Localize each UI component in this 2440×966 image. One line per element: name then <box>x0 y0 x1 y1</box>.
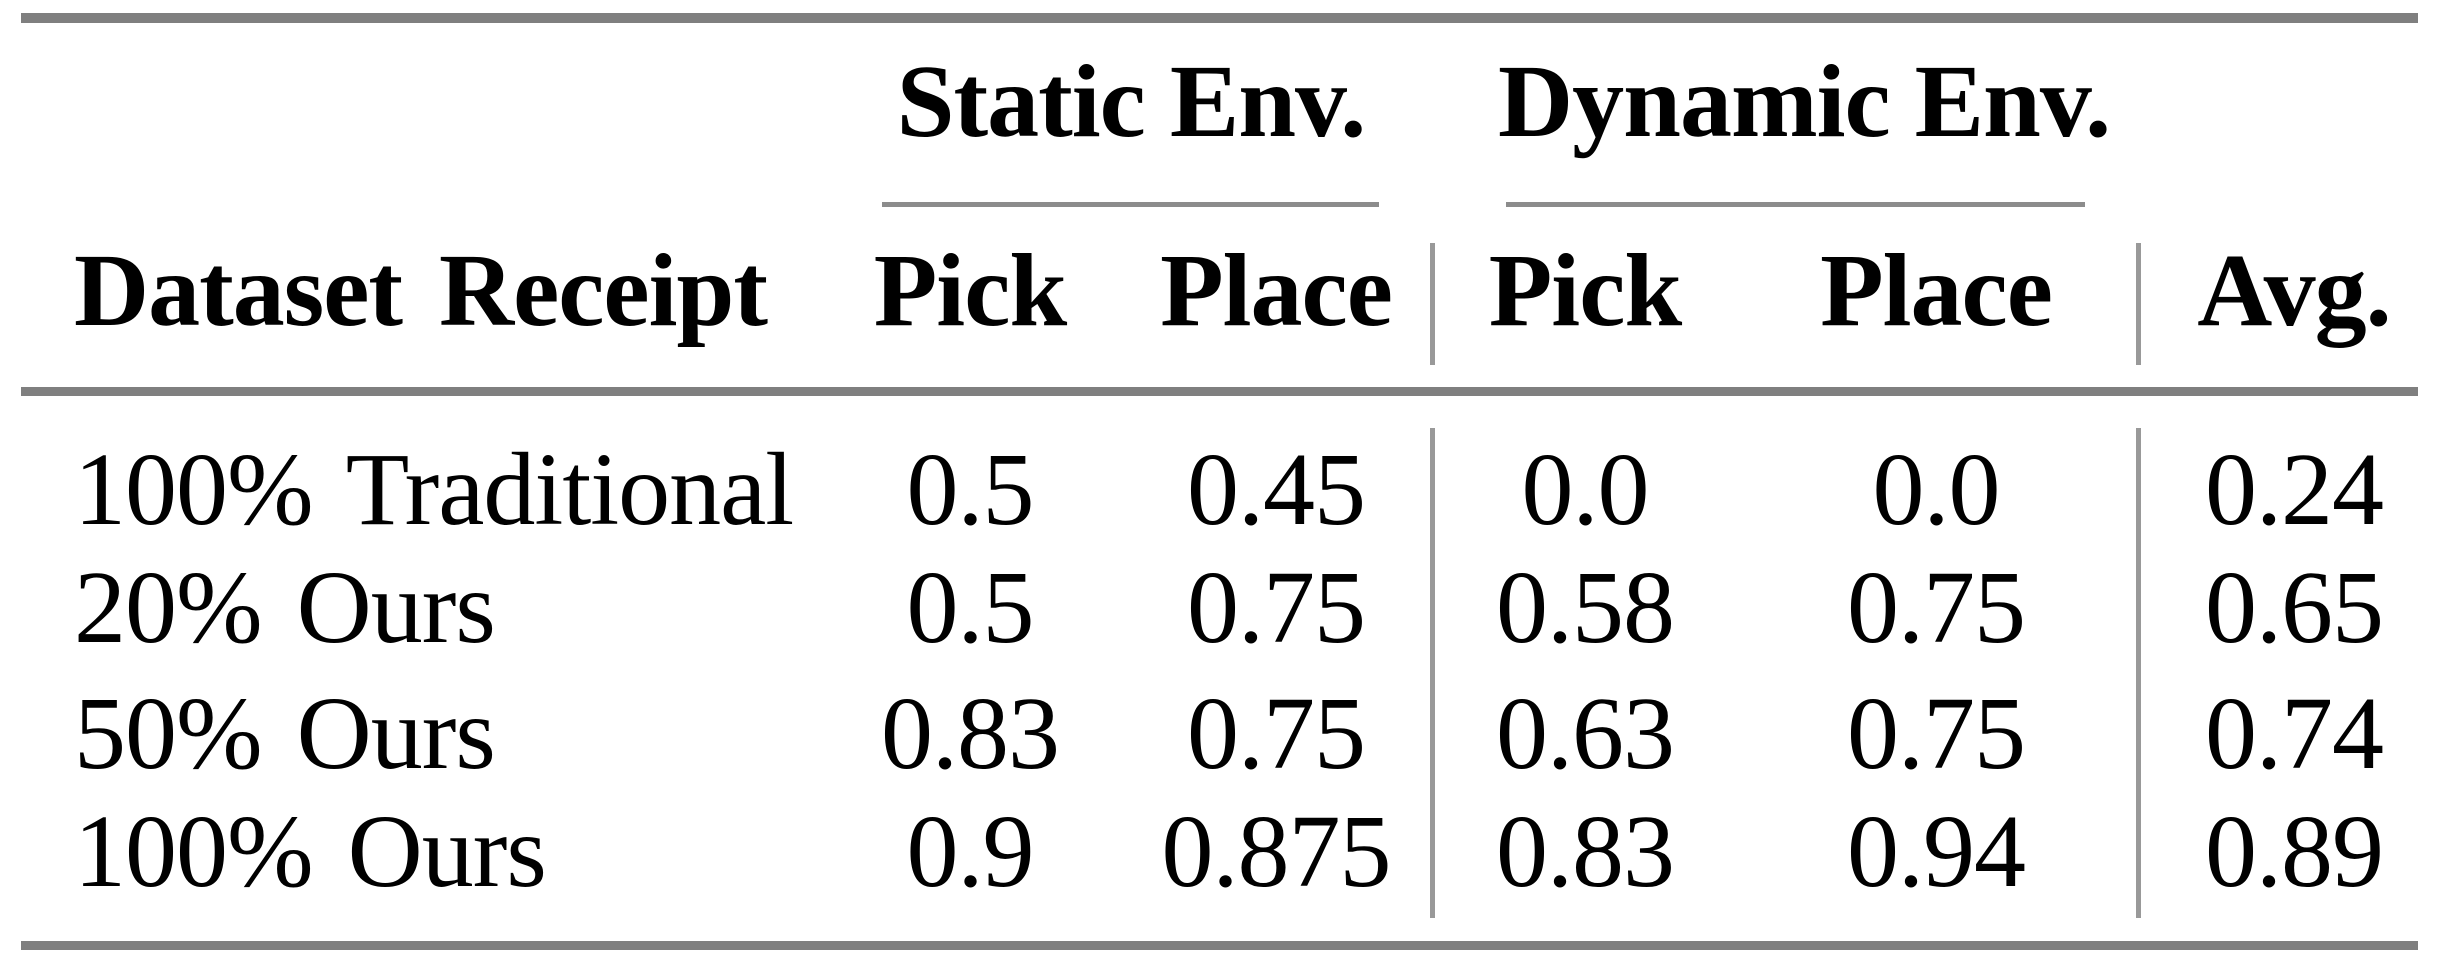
table-cell: 0.5 <box>906 550 1035 665</box>
separator-dynamic-avg-body <box>2136 428 2141 918</box>
row-label: 50% Ours <box>74 676 496 791</box>
table-cell: 0.63 <box>1496 676 1675 791</box>
row-label: 20% Ours <box>74 550 496 665</box>
table-bottom-rule <box>21 941 2418 950</box>
table-cell: 0.45 <box>1187 432 1366 547</box>
column-header-dynamic-place: Place <box>1820 233 2053 348</box>
table-cell: 0.89 <box>2205 794 2384 909</box>
table-cell: 0.0 <box>1872 432 2001 547</box>
table-top-rule <box>21 13 2418 23</box>
column-header-dataset-receipt: Dataset Receipt <box>74 233 768 348</box>
row-label: 100% Traditional <box>74 432 794 547</box>
column-header-static-place: Place <box>1160 233 1393 348</box>
table-cell: 0.75 <box>1187 676 1366 791</box>
table-cell: 0.74 <box>2205 676 2384 791</box>
table-cell: 0.875 <box>1161 794 1392 909</box>
separator-static-dynamic-header <box>1430 243 1435 365</box>
separator-static-dynamic-body <box>1430 428 1435 918</box>
table-cell: 0.0 <box>1521 432 1650 547</box>
table-cell: 0.58 <box>1496 550 1675 665</box>
dynamic-env-underline <box>1506 202 2085 207</box>
table-cell: 0.24 <box>2205 432 2384 547</box>
row-label: 100% Ours <box>74 794 547 909</box>
table-cell: 0.65 <box>2205 550 2384 665</box>
table-cell: 0.83 <box>1496 794 1675 909</box>
table-header-rule <box>21 387 2418 396</box>
column-group-static-env: Static Env. <box>896 44 1367 159</box>
static-env-underline <box>882 202 1379 207</box>
table-cell: 0.75 <box>1847 550 2026 665</box>
column-header-static-pick: Pick <box>873 233 1067 348</box>
column-header-avg: Avg. <box>2197 233 2391 348</box>
table-cell: 0.75 <box>1847 676 2026 791</box>
table-cell: 0.94 <box>1847 794 2026 909</box>
column-header-dynamic-pick: Pick <box>1488 233 1682 348</box>
table-cell: 0.5 <box>906 432 1035 547</box>
separator-dynamic-avg-header <box>2136 243 2141 365</box>
table-cell: 0.83 <box>881 676 1060 791</box>
table-cell: 0.9 <box>906 794 1035 909</box>
table-cell: 0.75 <box>1187 550 1366 665</box>
column-group-dynamic-env: Dynamic Env. <box>1498 44 2111 159</box>
